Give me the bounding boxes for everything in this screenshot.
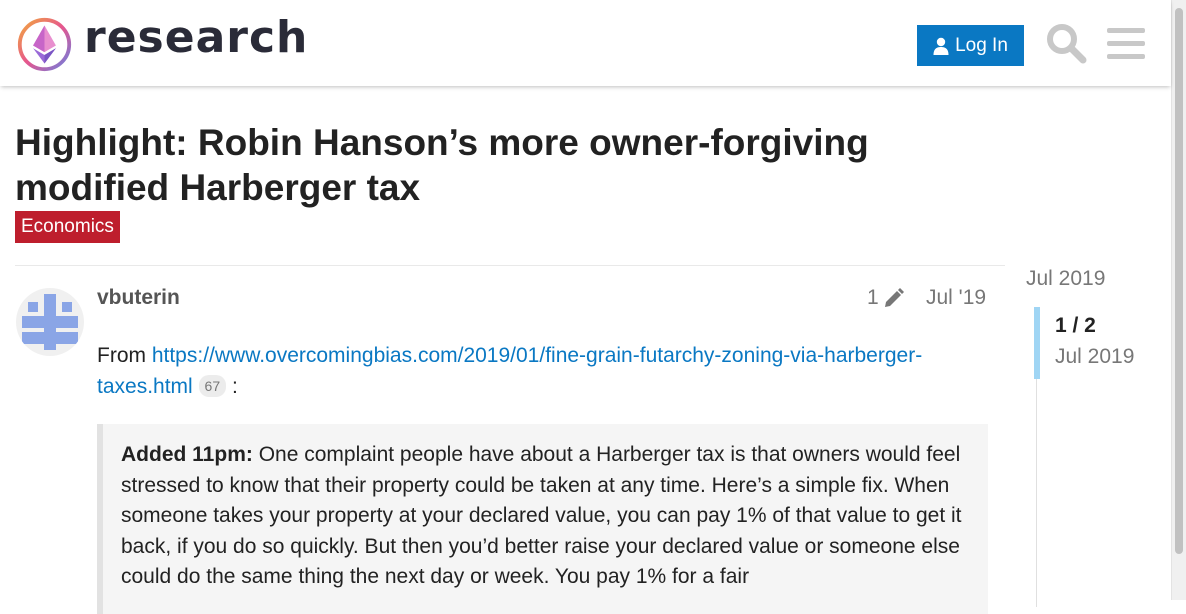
timeline-start-date[interactable]: Jul 2019 bbox=[1026, 267, 1106, 290]
page-scrollbar[interactable] bbox=[1171, 0, 1186, 600]
login-button-label: Log In bbox=[955, 34, 1008, 56]
post-intro-prefix: From bbox=[97, 344, 152, 367]
hamburger-menu-icon[interactable] bbox=[1107, 26, 1145, 62]
category-badge[interactable]: Economics bbox=[15, 211, 120, 243]
site-logo-text[interactable]: research bbox=[84, 12, 309, 63]
blockquote: Added 11pm: One complaint people have ab… bbox=[97, 424, 988, 614]
avatar[interactable] bbox=[16, 288, 84, 356]
timeline-track[interactable] bbox=[1036, 307, 1037, 607]
external-link[interactable]: https://www.overcomingbias.com/2019/01/f… bbox=[97, 344, 923, 398]
user-icon bbox=[933, 37, 949, 55]
pencil-icon bbox=[884, 288, 904, 307]
search-icon[interactable] bbox=[1045, 22, 1087, 64]
post-date[interactable]: Jul '19 bbox=[926, 286, 987, 309]
post-username[interactable]: vbuterin bbox=[97, 286, 180, 309]
quote-text: One complaint people have about a Harber… bbox=[121, 443, 962, 588]
quote-bold-lead: Added 11pm: bbox=[121, 443, 253, 466]
timeline-post-count: 1 / 2 bbox=[1055, 314, 1096, 337]
post-body: From https://www.overcomingbias.com/2019… bbox=[97, 340, 977, 402]
site-header: research Log In bbox=[0, 0, 1171, 86]
post-intro-suffix: : bbox=[226, 375, 238, 398]
timeline-handle[interactable] bbox=[1034, 307, 1040, 379]
timeline-current-date: Jul 2019 bbox=[1055, 345, 1135, 368]
title-divider bbox=[15, 265, 1005, 266]
link-click-count: 67 bbox=[198, 375, 227, 397]
edit-count: 1 bbox=[867, 286, 879, 309]
topic-title[interactable]: Highlight: Robin Hanson’s more owner-for… bbox=[15, 122, 869, 208]
ethereum-logo-icon[interactable] bbox=[16, 16, 73, 73]
edit-history-button[interactable]: 1 bbox=[867, 286, 905, 310]
avatar-image bbox=[16, 288, 84, 356]
scrollbar-thumb[interactable] bbox=[1175, 8, 1183, 554]
login-button[interactable]: Log In bbox=[917, 25, 1024, 66]
